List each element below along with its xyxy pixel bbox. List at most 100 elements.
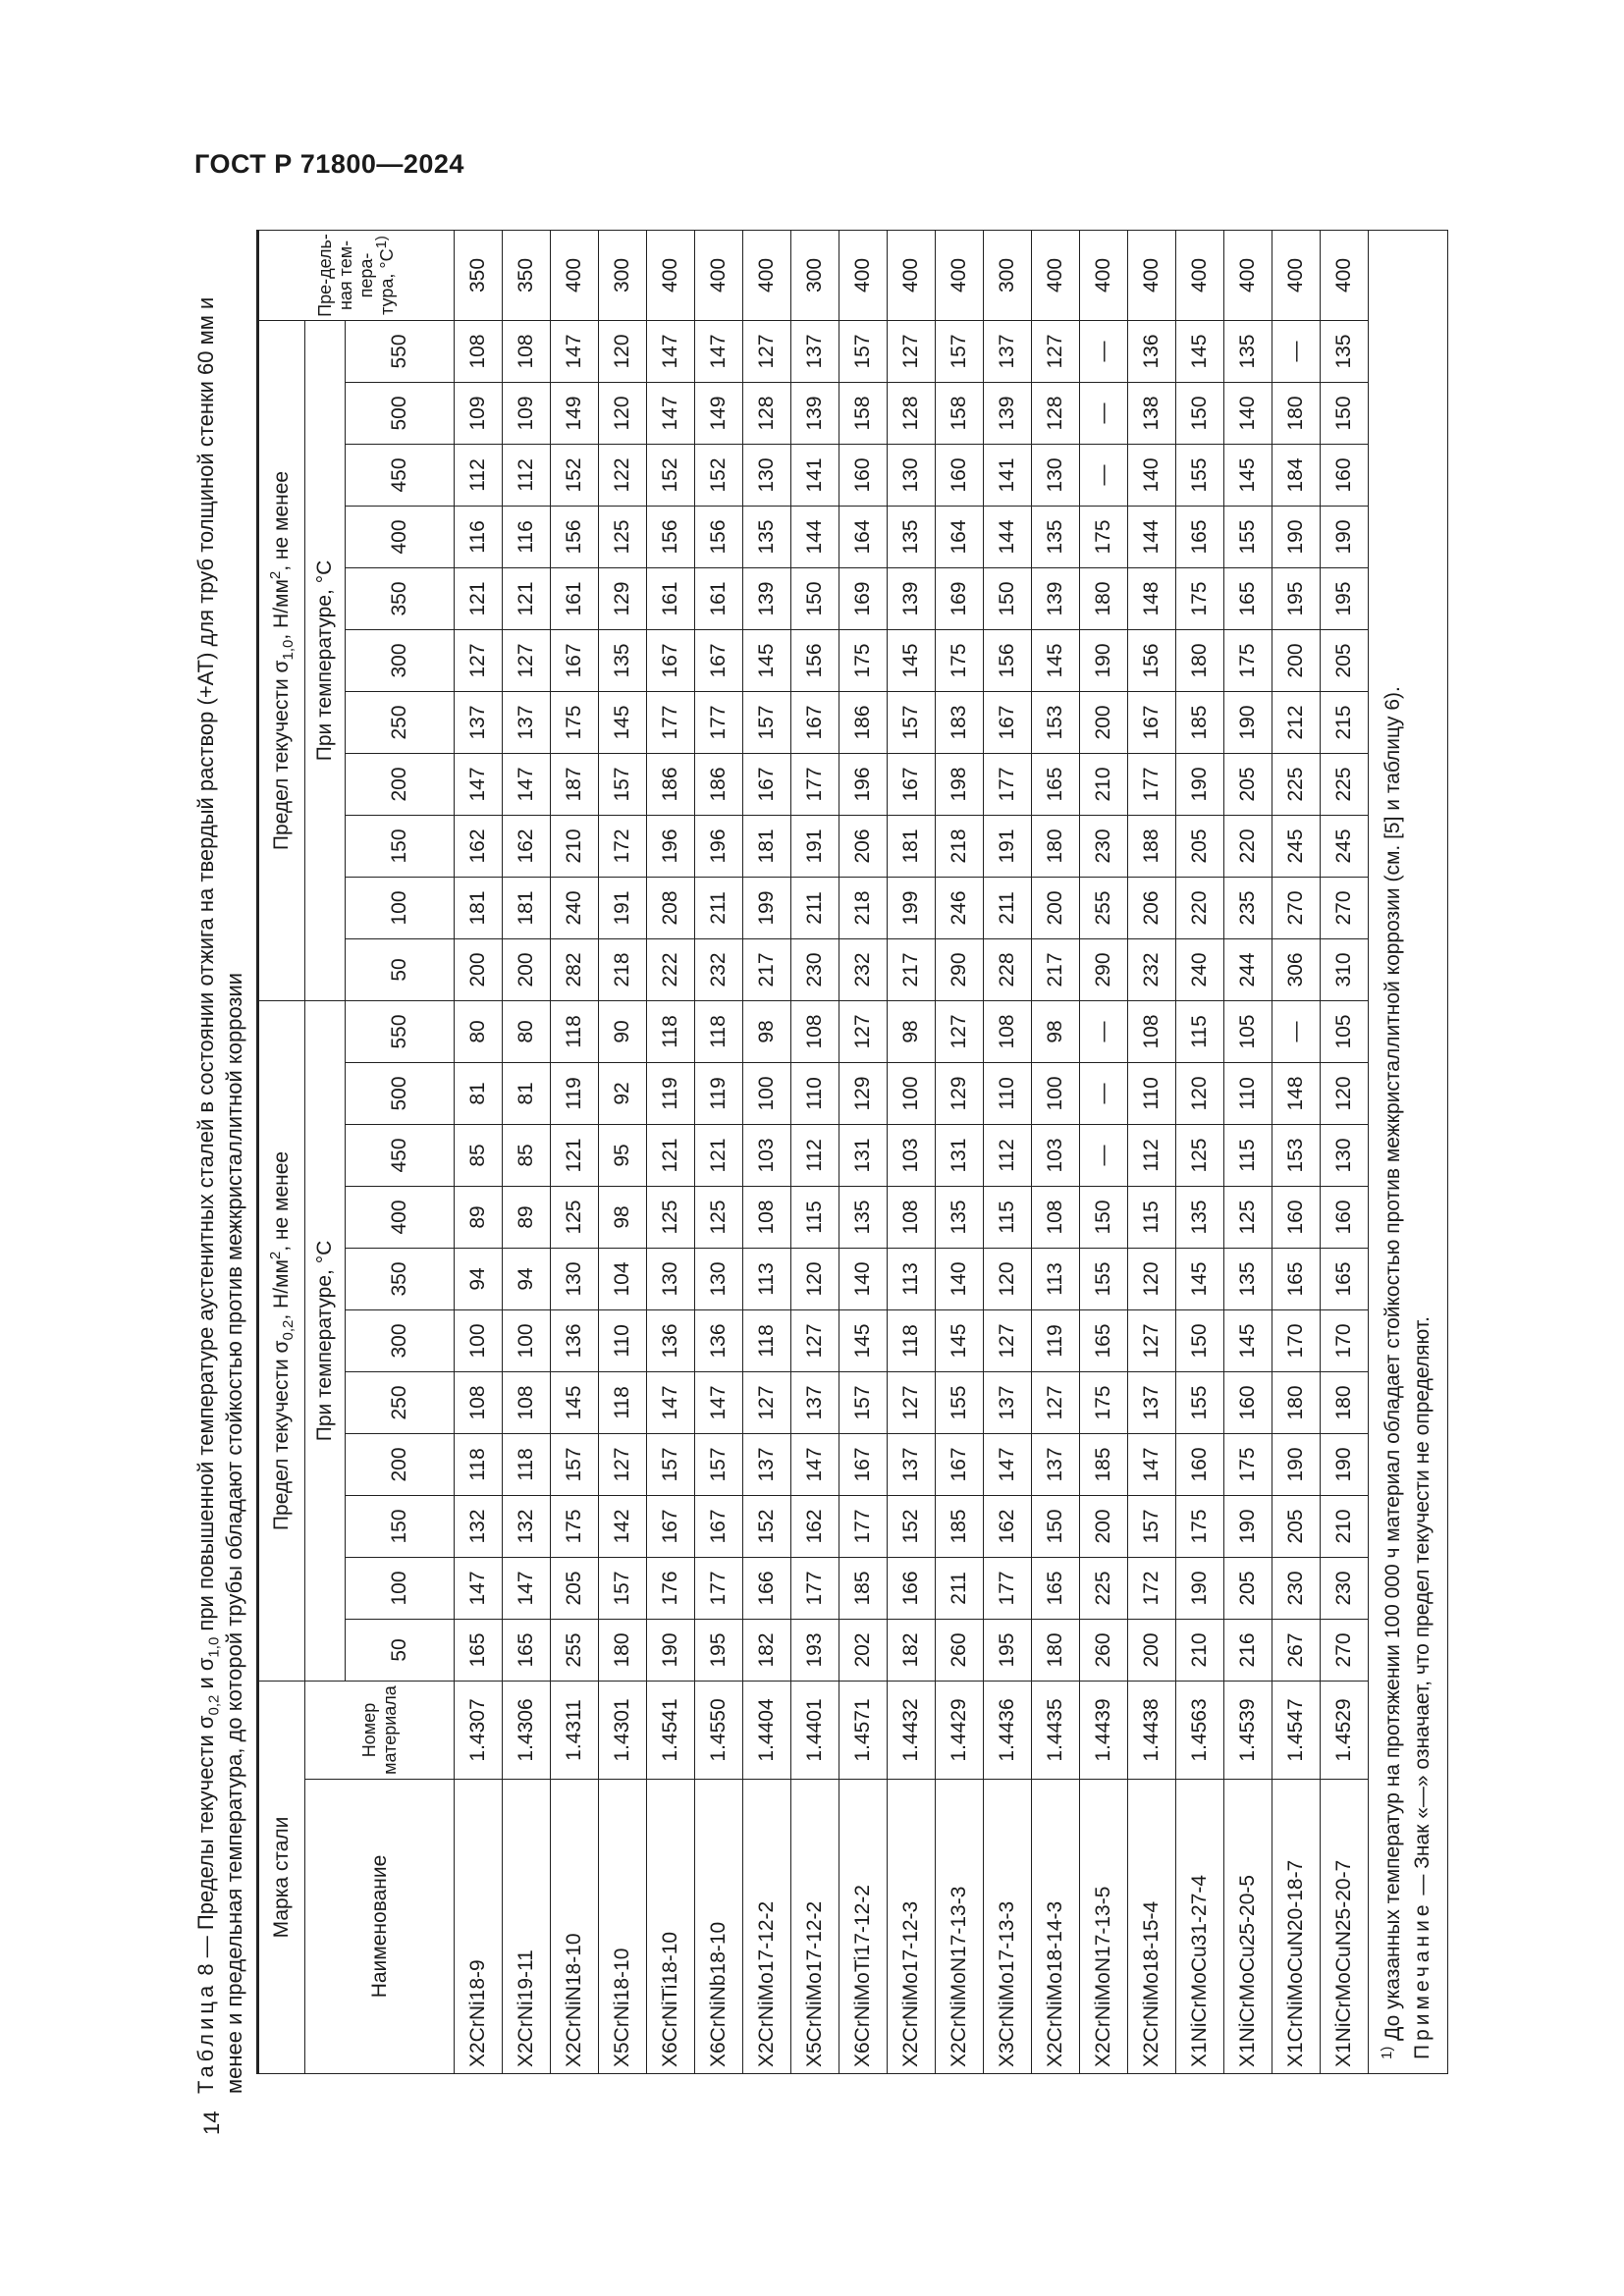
sigma02-cell: 125: [1223, 1186, 1272, 1249]
sigma02-cell: 130: [1320, 1124, 1369, 1187]
material-number-cell: 1.4307: [454, 1681, 503, 1780]
sigma02-cell: 152: [887, 1495, 936, 1558]
sigma02-cell: 112: [983, 1124, 1032, 1187]
sigma02-cell: 110: [1223, 1062, 1272, 1125]
sigma10-cell: 127: [502, 629, 551, 692]
material-number-cell: 1.4404: [742, 1681, 791, 1780]
sigma10-cell: 175: [839, 629, 888, 692]
sigma02-cell: 120: [983, 1248, 1032, 1310]
steel-name-cell: X1CrNiMoCuN20-18-7: [1272, 1779, 1321, 2074]
steel-name-cell: X1NiCrMoCu31-27-4: [1175, 1779, 1224, 2074]
steel-name-cell: X5CrNiMo17-12-2: [790, 1779, 839, 2074]
limit-temp-header: Пре-дель-ная тем-пера-тура, °С1): [257, 230, 455, 321]
sigma02-cell: 118: [694, 1000, 743, 1063]
sigma02-cell: 115: [1175, 1000, 1224, 1063]
sigma10-cell: 139: [983, 382, 1032, 445]
sigma02-cell: 120: [1127, 1248, 1176, 1310]
sigma10-cell: 157: [742, 691, 791, 754]
limit-temp-cell: 400: [694, 230, 743, 321]
steel-name-cell: X2CrNi18-9: [454, 1779, 503, 2074]
material-number-cell: 1.4306: [502, 1681, 551, 1780]
table-row: X6CrNiNb18-10 1.4550 195 177 167 157 147 136 130…: [694, 230, 743, 2074]
sigma02-cell: 108: [742, 1186, 791, 1249]
steel-name-cell: X6CrNiTi18-10: [646, 1779, 695, 2074]
sigma02-cell: 160: [1175, 1433, 1224, 1496]
sigma10-cell: 180: [1175, 629, 1224, 692]
sigma10-cell: 183: [935, 691, 984, 754]
sigma10-cell: 155: [1223, 506, 1272, 568]
sigma10-cell: 147: [646, 320, 695, 383]
sigma02-cell: 180: [1272, 1371, 1321, 1434]
steel-name-cell: X3CrNiMo17-13-3: [983, 1779, 1032, 2074]
sigma02-cell: 119: [550, 1062, 599, 1125]
sigma10-cell: 157: [598, 753, 647, 816]
sigma10-cell: 167: [887, 753, 936, 816]
sigma10-cell: 145: [1175, 320, 1224, 383]
sigma10-cell: 230: [1079, 815, 1128, 878]
limit-temp-cell: 350: [502, 230, 551, 321]
sigma10-cell: 137: [790, 320, 839, 383]
sigma10-cell: 135: [1031, 506, 1080, 568]
sigma10-cell: 282: [550, 938, 599, 1001]
sigma02-cell: 140: [839, 1248, 888, 1310]
sigma02-cell: 147: [502, 1557, 551, 1620]
at-temp-header-02: При температуре, °С: [304, 1000, 346, 1682]
sigma02-cell: 127: [790, 1309, 839, 1372]
sigma02-cell: 167: [694, 1495, 743, 1558]
sigma10-cell: 152: [550, 444, 599, 507]
sigma10-cell: 217: [887, 938, 936, 1001]
material-number-cell: 1.4432: [887, 1681, 936, 1780]
material-number-cell: 1.4563: [1175, 1681, 1224, 1780]
sigma02-cell: 195: [694, 1619, 743, 1682]
sigma10-cell: 195: [1320, 567, 1369, 630]
sigma10-cell: 144: [1127, 506, 1176, 568]
sigma10-cell: 127: [887, 320, 936, 383]
sigma10-cell: 162: [454, 815, 503, 878]
sigma02-cell: 112: [790, 1124, 839, 1187]
caption-text: и σ: [193, 1657, 218, 1695]
sigma02-cell: 131: [935, 1124, 984, 1187]
sigma10-cell: 235: [1223, 877, 1272, 939]
sigma02-cell: 176: [646, 1557, 695, 1620]
sigma10-cell: 155: [1175, 444, 1224, 507]
sigma02-cell: 130: [694, 1248, 743, 1310]
sigma10-cell: 210: [1079, 753, 1128, 816]
sigma02-cell: 165: [1320, 1248, 1369, 1310]
sigma10-cell: 161: [694, 567, 743, 630]
table-row: X1NiCrMoCuN25-20-7 1.4529 270 230 210 190 180 1…: [1320, 230, 1369, 2074]
sigma10-cell: 290: [935, 938, 984, 1001]
sigma02-cell: 166: [742, 1557, 791, 1620]
sigma02-cell: 100: [454, 1309, 503, 1372]
sigma02-cell: 205: [550, 1557, 599, 1620]
sigma02-cell: 185: [935, 1495, 984, 1558]
sigma10-cell: 147: [502, 753, 551, 816]
sigma10-cell: 156: [694, 506, 743, 568]
sigma10-cell: 156: [646, 506, 695, 568]
sigma02-cell: 92: [598, 1062, 647, 1125]
sigma02-cell: 270: [1320, 1619, 1369, 1682]
sigma02-cell: 180: [1031, 1619, 1080, 1682]
sigma10-cell: 135: [742, 506, 791, 568]
sigma10-cell: 217: [742, 938, 791, 1001]
limit-temp-cell: 400: [1272, 230, 1321, 321]
sigma02-cell: 118: [550, 1000, 599, 1063]
sigma10-cell: 190: [1320, 506, 1369, 568]
sigma10-cell: 175: [1079, 506, 1128, 568]
sigma02-cell: 255: [550, 1619, 599, 1682]
sigma10-cell: 135: [598, 629, 647, 692]
sigma10-cell: 198: [935, 753, 984, 816]
sigma02-cell: 175: [1175, 1495, 1224, 1558]
table-row: X2CrNi18-9 1.4307 165 147 132 118 108 100 94 89 85…: [454, 230, 503, 2074]
sigma02-cell: 145: [550, 1371, 599, 1434]
sigma02-cell: 103: [1031, 1124, 1080, 1187]
sigma10-cell: 200: [502, 938, 551, 1001]
sigma02-cell: 108: [1031, 1186, 1080, 1249]
steel-name-cell: X2CrNiMo17-12-3: [887, 1779, 936, 2074]
steel-name-cell: X2CrNiMo18-15-4: [1127, 1779, 1176, 2074]
sigma02-cell: 137: [1127, 1371, 1176, 1434]
sigma02-cell: 108: [790, 1000, 839, 1063]
sigma10-cell: 177: [1127, 753, 1176, 816]
sigma02-cell: 147: [790, 1433, 839, 1496]
sigma02-cell: 105: [1320, 1000, 1369, 1063]
material-number-cell: 1.4539: [1223, 1681, 1272, 1780]
